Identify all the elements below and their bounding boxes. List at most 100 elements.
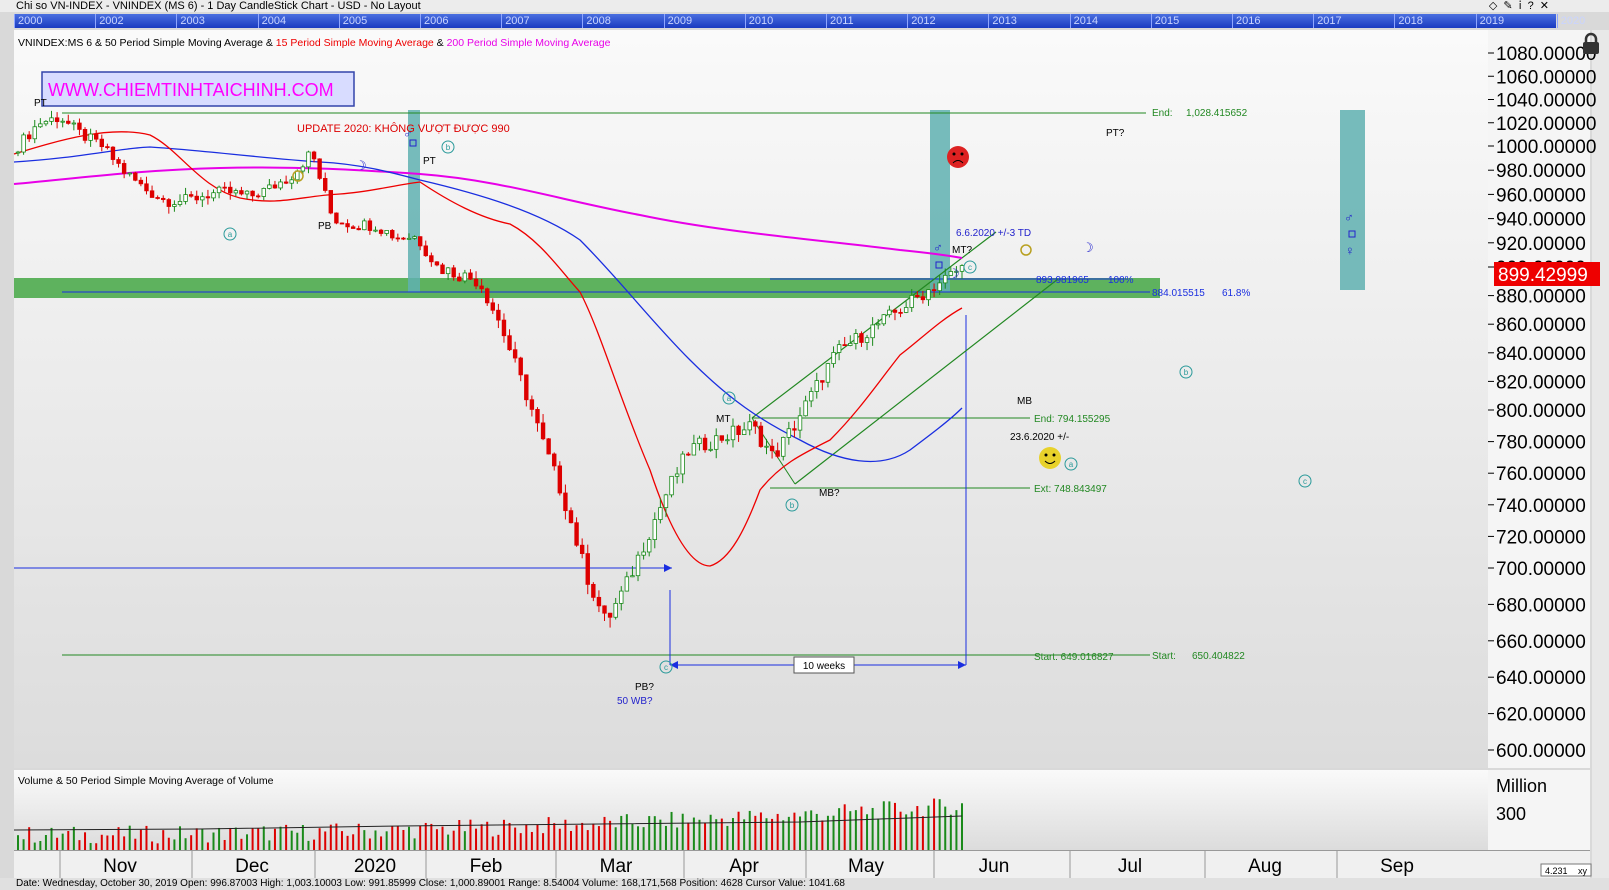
y-tick-label: 940.00000 [1496, 210, 1586, 231]
volume-bar [285, 824, 288, 850]
candle-body [278, 181, 283, 189]
price-axis [1488, 30, 1590, 768]
candle-body [138, 179, 144, 185]
volume-bar [681, 813, 684, 850]
candle-body [898, 311, 903, 314]
info-icon[interactable]: ⅰ [1518, 0, 1528, 12]
candle-body [77, 122, 82, 130]
volume-bar [67, 831, 70, 850]
close-icon[interactable]: ✕ [1539, 0, 1555, 12]
mars-icon: ♂ [1344, 210, 1354, 225]
year-overview-bar[interactable]: 2000 2002 2003 2004 2005 2006 2007 2008 2009 2010… [14, 14, 1585, 28]
candle-body [362, 220, 367, 231]
year-label: 2019 [1479, 15, 1505, 27]
candle-body [903, 307, 909, 313]
candle-body [345, 223, 350, 228]
candle-body [94, 133, 99, 140]
wave-label: a [727, 394, 732, 403]
y-tick-label: 860.00000 [1496, 315, 1586, 336]
volume-bar [324, 831, 327, 850]
candle-body [423, 245, 428, 257]
volume-bar [921, 816, 924, 850]
candle-body [417, 236, 423, 247]
candle-body [719, 435, 725, 441]
candle-body [183, 194, 188, 202]
help-icon[interactable]: ? [1527, 0, 1540, 12]
volume-bar [547, 817, 550, 850]
candle-body [267, 184, 272, 189]
candle-body [552, 453, 557, 467]
year-divider [14, 14, 15, 28]
candle-body [194, 195, 199, 201]
volume-bar [50, 827, 53, 850]
candle-body [222, 186, 227, 189]
y-tick-label: 1020.00000 [1496, 114, 1596, 135]
wb-label: 50 WB? [617, 696, 653, 707]
fib-100-pct: 100% [1108, 275, 1134, 286]
candle-body [753, 421, 758, 427]
volume-bar [759, 812, 762, 850]
volume-bar [854, 810, 857, 850]
volume-bar [145, 825, 148, 850]
y-tick-label: 840.00000 [1496, 344, 1586, 365]
volume-bar [123, 836, 126, 850]
right-scrollbar[interactable] [1592, 30, 1609, 878]
candle-body [876, 323, 881, 326]
square-aspect-icon [935, 261, 943, 269]
wave-label: a [228, 230, 233, 239]
volume-bar [754, 815, 757, 850]
candle-body [937, 282, 942, 292]
candle-body [323, 178, 328, 191]
volume-bar [463, 831, 466, 850]
y-tick-label: 980.00000 [1496, 161, 1586, 182]
candle-body [239, 190, 244, 195]
volume-panel[interactable] [14, 770, 1488, 850]
volume-bar [771, 818, 774, 850]
volume-bar [178, 826, 181, 850]
volume-ma-line [13, 815, 963, 831]
candle-body [663, 494, 669, 509]
wave-a-circle [1064, 457, 1078, 471]
volume-bar [329, 824, 332, 850]
sad-face-eye [952, 152, 956, 156]
volume-bar [558, 828, 561, 850]
volume-bar [614, 827, 617, 850]
candle-body [920, 296, 926, 301]
lock-icon[interactable] [1580, 32, 1602, 56]
pb-label: PB? [635, 682, 654, 693]
candle-body [915, 295, 920, 298]
wave-label: a [1069, 460, 1074, 469]
volume-bar [726, 825, 729, 850]
candle-body [205, 196, 211, 199]
pin-icon[interactable]: ✎ [1503, 0, 1519, 12]
candle-body [105, 146, 110, 149]
legend-ma6: VNINDEX:MS 6 & 50 Period Simple Moving A… [18, 37, 276, 49]
candle-body [149, 190, 155, 198]
zoom-value: 4.231 [1545, 866, 1568, 876]
window-title-bar: Chi so VN-INDEX - VNINDEX (MS 6) - 1 Day… [0, 0, 1609, 12]
candle-body [350, 226, 356, 229]
y-tick-label: 640.00000 [1496, 668, 1586, 689]
candle-body [233, 190, 239, 194]
price-chart-area[interactable] [14, 30, 1488, 768]
volume-bar [592, 823, 595, 850]
candle-body [116, 159, 121, 164]
volume-bar [458, 819, 461, 850]
diamond-icon[interactable]: ◇ [1488, 0, 1504, 12]
y-tick-label: 880.00000 [1496, 287, 1586, 308]
pb-label: PB [318, 221, 332, 232]
volume-bar [206, 842, 209, 850]
volume-bar [625, 814, 628, 850]
volume-bar [586, 830, 589, 850]
month-labels: Nov Dec 2020 Feb Mar Apr May Jun Jul Aug Sep [59, 850, 1414, 878]
volume-bar [659, 819, 662, 850]
volume-bar [273, 828, 276, 850]
candle-body [775, 450, 780, 457]
volume-bar [581, 822, 584, 850]
volume-bar [218, 827, 221, 850]
zoom-box[interactable] [1540, 863, 1592, 877]
candle-body [289, 179, 294, 184]
watermark-text: WWW.CHIEMTINHTAICHINH.COM [48, 80, 334, 100]
year-divider [663, 14, 665, 28]
candle-body [563, 492, 568, 512]
